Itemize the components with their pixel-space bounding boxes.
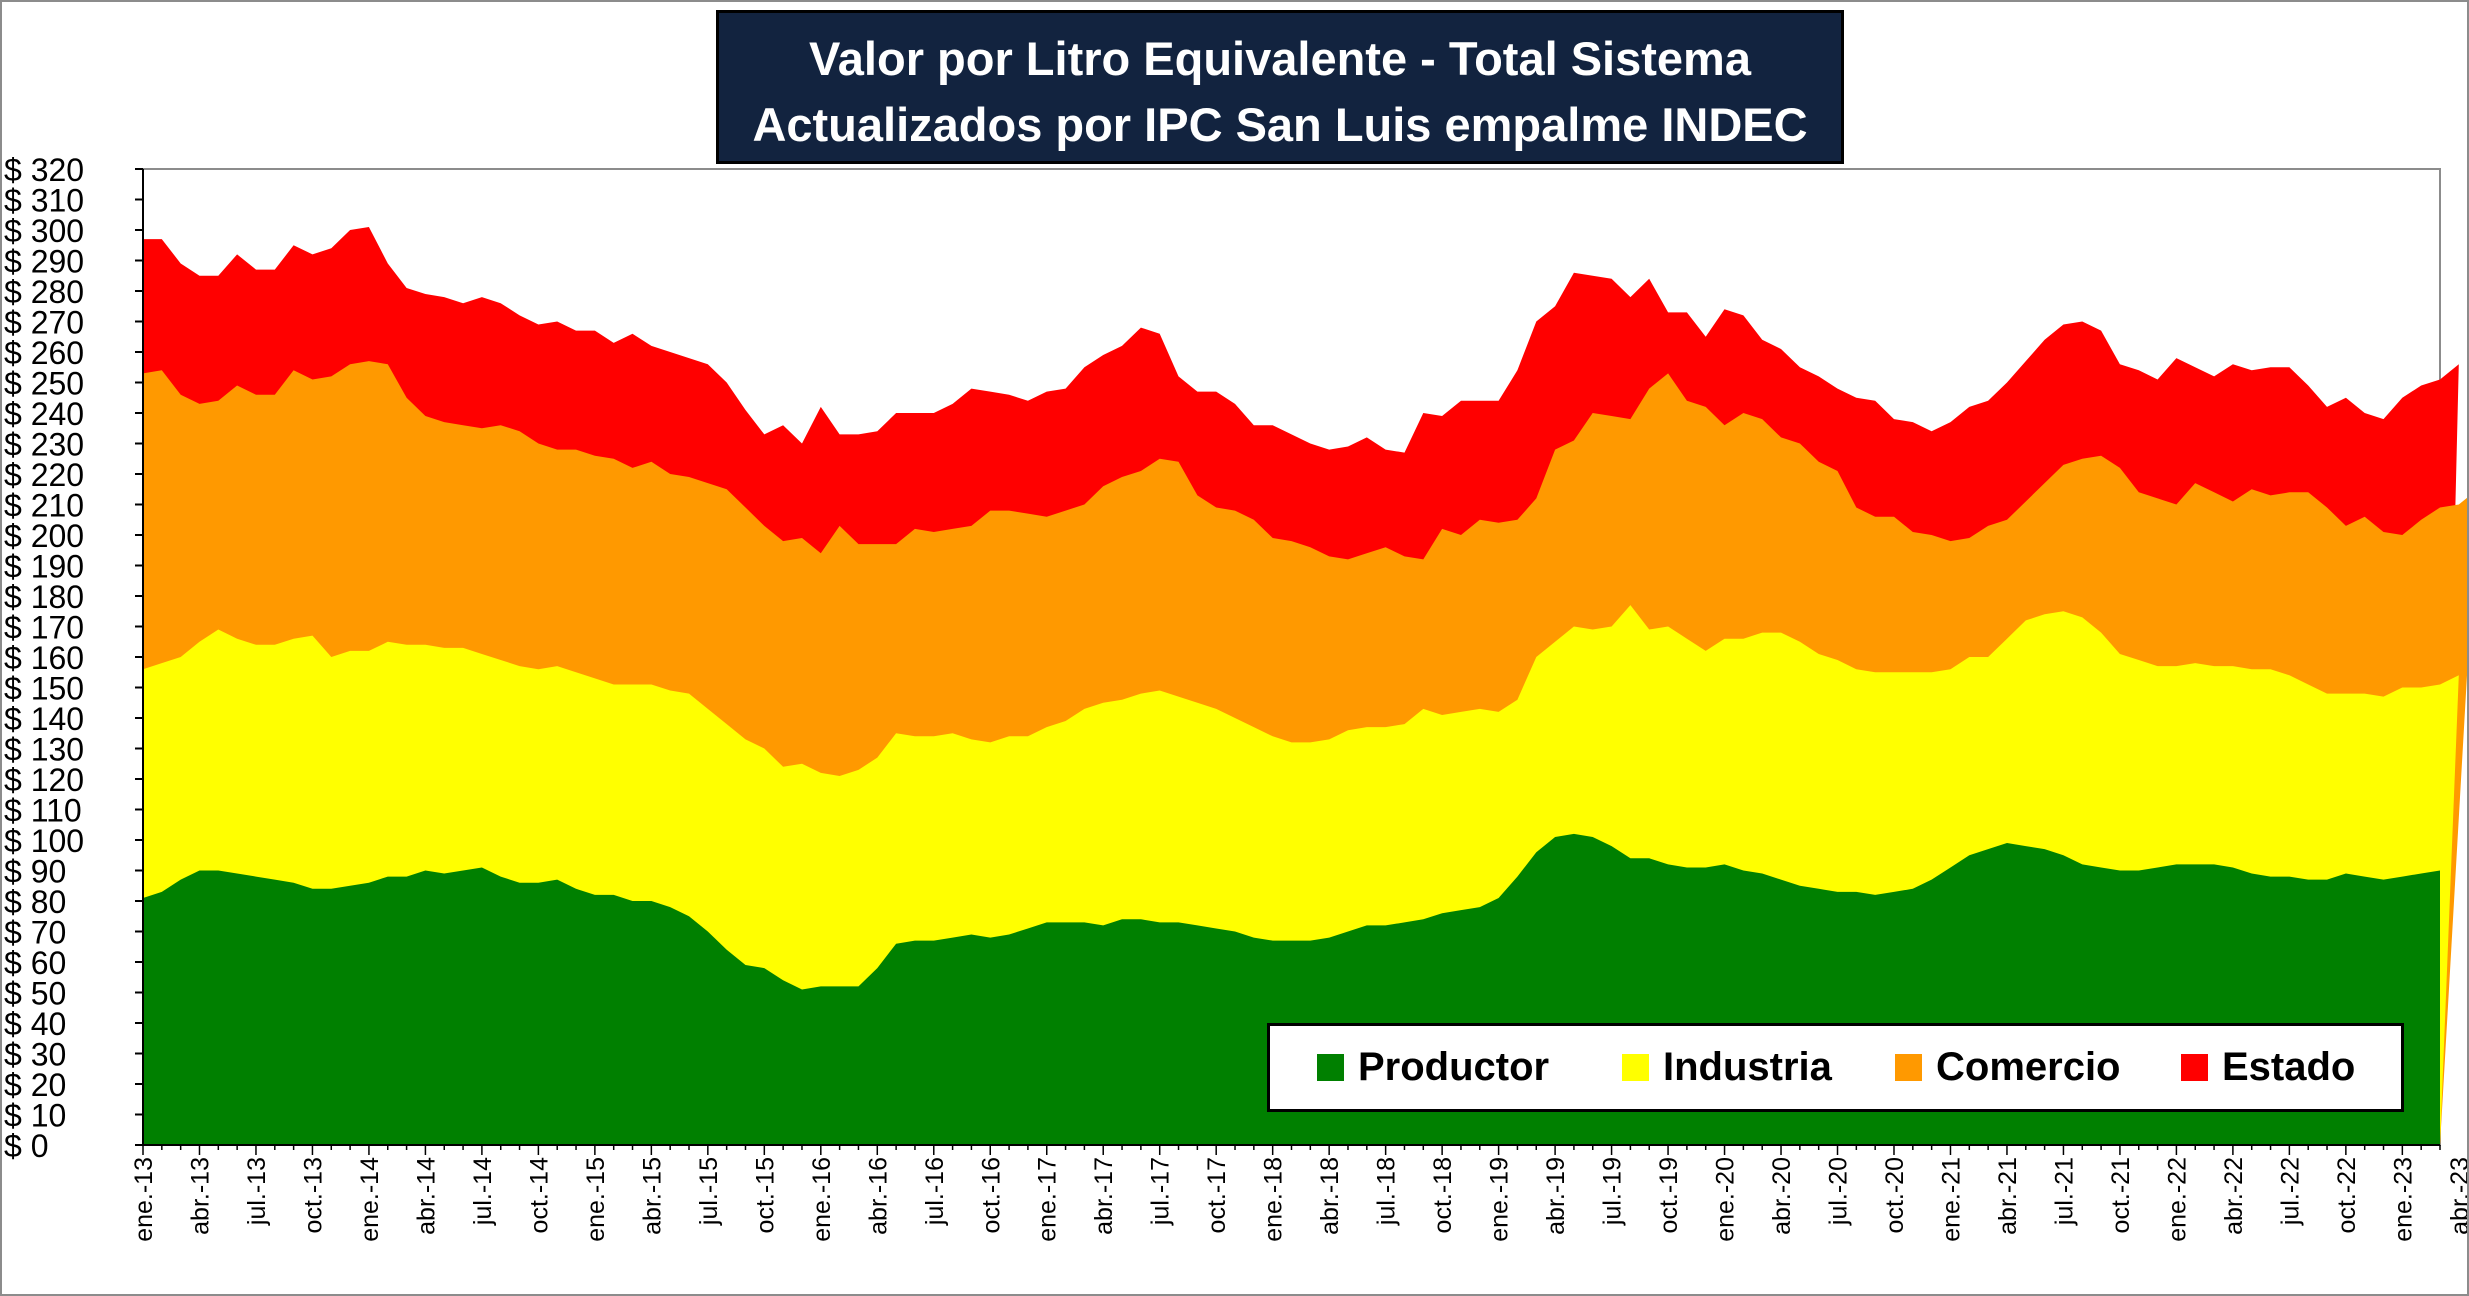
area-series-group	[143, 227, 2467, 1145]
x-tick-label: oct.-20	[1881, 1157, 1909, 1233]
x-tick-label: ene.-18	[1260, 1157, 1288, 1242]
x-tick-label: ene.-14	[356, 1157, 384, 1242]
y-tick-label: $ 260	[4, 335, 84, 371]
y-tick-label: $ 320	[4, 152, 84, 188]
legend-item-comercio: Comercio	[1895, 1026, 2121, 1109]
y-tick-label: $ 70	[4, 915, 66, 951]
chart-subtitle: Actualizados por IPC San Luis empalme IN…	[752, 98, 1808, 151]
y-tick-label: $ 160	[4, 640, 84, 676]
x-tick-label: abr.-16	[864, 1157, 892, 1235]
y-tick-label: $ 270	[4, 305, 84, 341]
x-tick-group: ene.-13 abr.-13 jul.-13 oct.-13 ene.-14 abr.-…	[130, 1145, 2467, 1242]
y-tick-label: $ 310	[4, 183, 84, 219]
legend: Productor Industria Comercio Estado	[1267, 1023, 2404, 1112]
legend-label-industria: Industria	[1663, 1045, 1832, 1089]
x-tick-label: abr.-23	[2446, 1157, 2467, 1235]
y-tick-label: $ 40	[4, 1006, 66, 1042]
x-tick-label: ene.-23	[2389, 1157, 2417, 1242]
y-tick-label: $ 180	[4, 579, 84, 615]
x-tick-label: abr.-15	[638, 1157, 666, 1235]
y-tick-label: $ 10	[4, 1098, 66, 1134]
x-tick-label: jul.-19	[1599, 1157, 1627, 1226]
x-tick-label: oct.-16	[977, 1157, 1005, 1233]
x-tick-label: jul.-20	[1825, 1157, 1853, 1226]
y-tick-label: $ 230	[4, 427, 84, 463]
x-tick-label: oct.-22	[2333, 1157, 2361, 1233]
y-tick-label: $ 80	[4, 884, 66, 920]
x-tick-label: jul.-17	[1147, 1157, 1175, 1226]
chart-title: Valor por Litro Equivalente - Total Sist…	[809, 32, 1751, 85]
y-tick-label: $ 210	[4, 488, 84, 524]
x-tick-label: oct.-14	[525, 1157, 553, 1234]
y-tick-label: $ 150	[4, 671, 84, 707]
y-tick-label: $ 30	[4, 1037, 66, 1073]
y-tick-label: $ 250	[4, 366, 84, 402]
legend-item-industria: Industria	[1622, 1026, 1832, 1109]
x-tick-label: abr.-20	[1768, 1157, 1796, 1235]
x-tick-label: ene.-21	[1937, 1157, 1965, 1242]
y-tick-label: $ 0	[4, 1128, 48, 1164]
x-tick-label: oct.-21	[2107, 1157, 2135, 1233]
y-tick-label: $ 200	[4, 518, 84, 554]
x-tick-label: oct.-15	[751, 1157, 779, 1233]
x-tick-label: oct.-18	[1429, 1157, 1457, 1233]
legend-label-comercio: Comercio	[1936, 1045, 2121, 1089]
y-tick-label: $ 100	[4, 823, 84, 859]
x-tick-label: ene.-19	[1486, 1157, 1514, 1242]
y-tick-label: $ 90	[4, 854, 66, 890]
x-tick-label: abr.-14	[412, 1157, 440, 1235]
x-tick-label: ene.-16	[808, 1157, 836, 1242]
y-tick-label: $ 170	[4, 610, 84, 646]
legend-item-estado: Estado	[2181, 1026, 2355, 1109]
x-tick-label: jul.-18	[1373, 1157, 1401, 1226]
x-tick-label: ene.-20	[1712, 1157, 1740, 1242]
x-tick-label: abr.-18	[1316, 1157, 1344, 1235]
x-tick-label: jul.-16	[921, 1157, 949, 1226]
legend-swatch-industria	[1622, 1054, 1649, 1081]
y-tick-label: $ 60	[4, 945, 66, 981]
legend-label-productor: Productor	[1358, 1045, 1550, 1089]
legend-swatch-comercio	[1895, 1054, 1922, 1081]
legend-swatch-productor	[1317, 1054, 1344, 1081]
y-tick-label: $ 190	[4, 549, 84, 585]
x-tick-label: jul.-14	[469, 1157, 497, 1226]
x-tick-label: ene.-22	[2163, 1157, 2191, 1242]
legend-swatch-estado	[2181, 1054, 2208, 1081]
y-tick-label: $ 240	[4, 396, 84, 432]
y-tick-label: $ 20	[4, 1067, 66, 1103]
x-tick-label: jul.-22	[2276, 1157, 2304, 1226]
y-tick-label: $ 140	[4, 701, 84, 737]
y-tick-label: $ 220	[4, 457, 84, 493]
chart-title-box: Valor por Litro Equivalente - Total Sist…	[716, 10, 1844, 164]
x-tick-label: ene.-15	[582, 1157, 610, 1242]
x-tick-label: jul.-15	[695, 1157, 723, 1226]
x-tick-label: oct.-17	[1203, 1157, 1231, 1233]
y-tick-label: $ 280	[4, 274, 84, 310]
x-tick-label: abr.-13	[186, 1157, 214, 1235]
x-tick-label: abr.-19	[1542, 1157, 1570, 1235]
y-tick-label: $ 110	[4, 793, 82, 829]
legend-item-productor: Productor	[1317, 1026, 1549, 1109]
y-tick-label: $ 120	[4, 762, 84, 798]
y-tick-label: $ 290	[4, 244, 84, 280]
x-tick-label: abr.-22	[2220, 1157, 2248, 1235]
x-tick-label: abr.-21	[1994, 1157, 2022, 1235]
x-tick-label: ene.-17	[1034, 1157, 1062, 1242]
x-tick-label: jul.-21	[2050, 1157, 2078, 1226]
y-tick-label: $ 130	[4, 732, 84, 768]
y-tick-group: $ 0$ 10$ 20$ 30$ 40$ 50$ 60$ 70$ 80$ 90$…	[4, 152, 143, 1164]
y-tick-label: $ 300	[4, 213, 84, 249]
x-tick-label: oct.-13	[299, 1157, 327, 1233]
x-tick-label: ene.-13	[130, 1157, 158, 1242]
x-tick-label: jul.-13	[243, 1157, 271, 1226]
x-tick-label: oct.-19	[1655, 1157, 1683, 1233]
legend-label-estado: Estado	[2222, 1045, 2356, 1089]
x-tick-label: abr.-17	[1090, 1157, 1118, 1235]
y-tick-label: $ 50	[4, 976, 66, 1012]
